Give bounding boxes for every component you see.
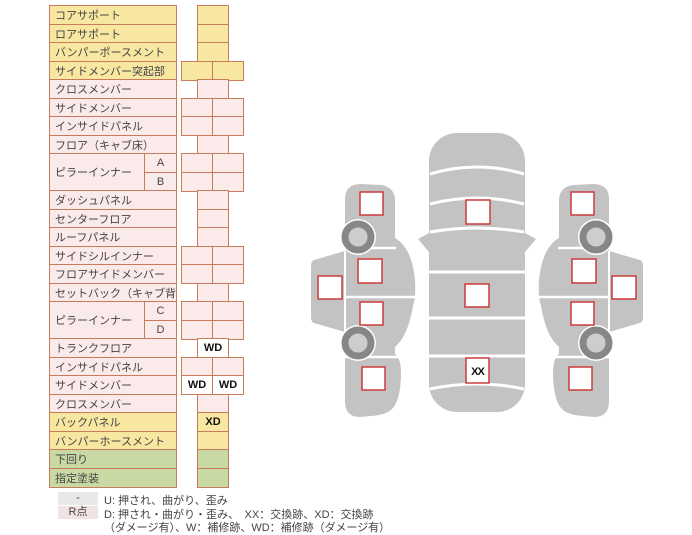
damage-cell	[197, 190, 229, 210]
legend-key-rten: R点	[58, 506, 98, 519]
damage-cell	[197, 79, 229, 99]
trunk-damage-code: XX	[471, 366, 485, 378]
part-sublabel: B	[144, 171, 177, 192]
part-label: ロアサポート	[49, 23, 177, 44]
part-label: セットバック（キャブ背）	[49, 282, 177, 303]
part-label: サイドメンバー	[49, 375, 177, 395]
part-label: センターフロア	[49, 208, 177, 229]
damage-cell	[181, 319, 213, 340]
part-label: クロスメンバー	[49, 393, 177, 414]
legend-line-3: （ダメージ有）、W：補修跡、WD：補修跡（ダメージ有）	[104, 522, 391, 534]
part-label: インサイドパネル	[49, 116, 177, 136]
damage-cell	[197, 134, 229, 155]
damage-cell	[181, 356, 213, 377]
damage-cell	[197, 5, 229, 25]
damage-cell	[212, 264, 244, 284]
damage-cell	[181, 171, 213, 192]
damage-cell	[212, 60, 244, 81]
damage-cell: XD	[197, 412, 229, 432]
part-label: サイドメンバー	[49, 97, 177, 118]
car-diagram: XX	[288, 133, 692, 425]
damage-cell	[181, 60, 213, 81]
right-mirror-icon	[525, 233, 536, 252]
side-view-right	[539, 184, 643, 417]
damage-cell	[212, 97, 244, 118]
damage-cell: WD	[181, 375, 213, 395]
damage-cell	[212, 245, 244, 266]
panel-line	[429, 165, 525, 176]
legend-line-2: D: 押され・曲がり・歪み、 XX：交換跡、XD：交換跡	[104, 509, 374, 521]
damage-cell: WD	[212, 375, 244, 395]
part-label: コアサポート	[49, 5, 177, 25]
part-sublabel: D	[144, 319, 177, 340]
damage-cell	[197, 467, 229, 488]
damage-cell	[197, 208, 229, 229]
damage-cell	[197, 23, 229, 44]
trunk-marker-box	[465, 357, 490, 384]
part-label: バックパネル	[49, 412, 177, 432]
part-label: サイドメンバー突起部	[49, 60, 177, 81]
damage-cell	[212, 116, 244, 136]
damage-cell	[197, 393, 229, 414]
damage-cell	[181, 245, 213, 266]
part-label: フロア（キャブ床）	[49, 134, 177, 155]
panel-line	[429, 226, 525, 234]
part-sublabel: A	[144, 153, 177, 173]
damage-cell	[197, 449, 229, 469]
top-view: XX	[418, 133, 536, 412]
damage-cell	[212, 356, 244, 377]
damage-cell	[212, 153, 244, 173]
panel-line	[429, 196, 525, 206]
damage-cell	[212, 301, 244, 321]
part-sublabel: C	[144, 301, 177, 321]
damage-cell	[181, 116, 213, 136]
roof-marker-box	[464, 283, 490, 308]
part-label: ピラーインナー	[49, 301, 145, 339]
damage-cell	[197, 430, 229, 451]
damage-cell	[181, 301, 213, 321]
panel-line	[429, 382, 525, 391]
left-mirror-icon	[418, 233, 429, 252]
damage-cell	[181, 153, 213, 173]
damage-cell: WD	[197, 338, 229, 358]
damage-cell	[212, 171, 244, 192]
part-label: バンパーポースメント	[49, 42, 177, 62]
part-label: 指定塗装	[49, 467, 177, 488]
side-view-left	[311, 184, 415, 417]
part-label: バンパーホースメント	[49, 430, 177, 451]
legend-line-1: U: 押され、曲がり、歪み	[104, 495, 228, 507]
part-label: フロアサイドメンバー	[49, 264, 177, 284]
part-label: クロスメンバー	[49, 79, 177, 99]
damage-cell	[181, 264, 213, 284]
part-label: ピラーインナー	[49, 153, 145, 191]
hood-marker-box	[465, 199, 491, 225]
part-label: ダッシュパネル	[49, 190, 177, 210]
part-label: トランクフロア	[49, 338, 177, 358]
damage-cell	[212, 319, 244, 340]
damage-cell	[197, 227, 229, 247]
legend-key-dash: -	[58, 492, 98, 505]
damage-cell	[181, 97, 213, 118]
part-label: 下回り	[49, 449, 177, 469]
part-label: サイドシルインナー	[49, 245, 177, 266]
part-label: インサイドパネル	[49, 356, 177, 377]
part-label: ルーフパネル	[49, 227, 177, 247]
damage-cell	[197, 282, 229, 303]
damage-cell	[197, 42, 229, 62]
